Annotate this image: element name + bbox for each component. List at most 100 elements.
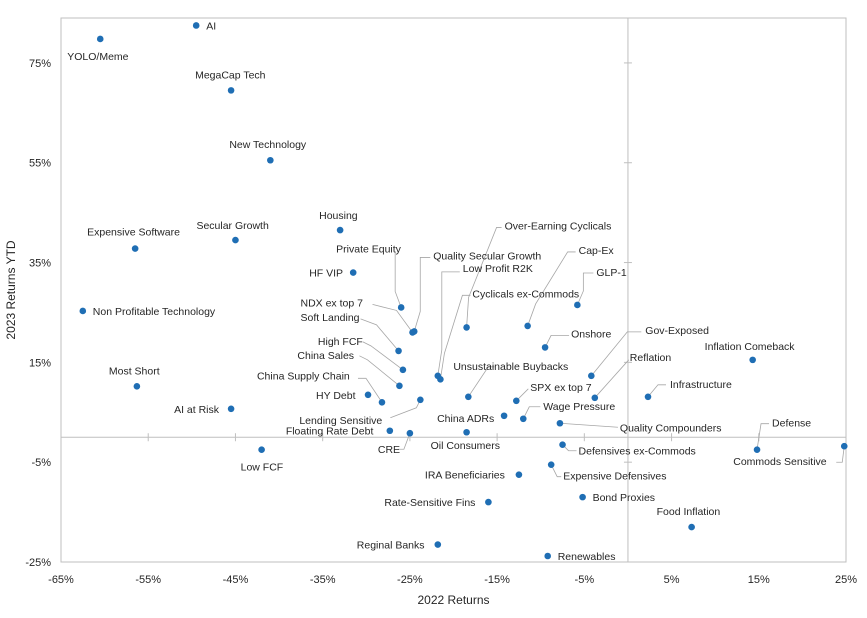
point-label-high-fcf: High FCF: [318, 336, 363, 348]
leader-line-ndx-ex-top-7: [372, 304, 413, 333]
point-label-glp-1: GLP-1: [596, 267, 627, 279]
data-point-expensive-defensives[interactable]: [547, 461, 555, 468]
data-point-renewables[interactable]: [544, 552, 551, 560]
data-point-food-inflation[interactable]: [688, 523, 695, 531]
data-point-lending-sensitive[interactable]: [417, 396, 424, 404]
labels-layer: AI YOLO/Meme MegaCap Tech New Technology Hou…: [67, 20, 827, 563]
data-point-commods-sensitive[interactable]: [840, 442, 848, 450]
leader-line-infrastructure: [647, 384, 667, 398]
data-point-reginal-banks[interactable]: [434, 541, 442, 548]
data-point-rate-sensitive-fins[interactable]: [485, 498, 492, 506]
data-point-private-equity[interactable]: [397, 304, 405, 311]
x-tick-label: 5%: [664, 574, 680, 586]
point-label-infrastructure: Infrastructure: [670, 379, 732, 391]
leader-line-quality-secular-growth: [413, 257, 431, 332]
point-label-reginal-banks: Reginal Banks: [357, 540, 425, 552]
data-point-high-fcf[interactable]: [399, 366, 407, 374]
point-label-commods-sensitive: Commods Sensitive: [733, 456, 827, 468]
leader-line-onshore: [544, 334, 570, 348]
leader-line-wage-pressure: [522, 406, 541, 419]
point-label-defensives-ex-commods: Defensives ex-Commods: [579, 446, 696, 458]
data-point-ira-beneficiaries[interactable]: [515, 471, 523, 478]
y-tick-label: 35%: [29, 258, 51, 270]
data-point-unsustainable-buybacks[interactable]: [465, 393, 472, 401]
data-point-china-sales[interactable]: [396, 382, 403, 390]
plot-frame: [60, 17, 847, 563]
leader-line-private-equity: [394, 251, 402, 308]
point-label-housing: Housing: [319, 210, 358, 222]
leader-line-glp-1: [576, 272, 594, 306]
data-point-over-earning-cyclicals[interactable]: [463, 324, 470, 331]
data-point-reflation[interactable]: [591, 394, 599, 402]
data-point-megacap-tech[interactable]: [227, 87, 235, 94]
data-point-new-technology[interactable]: [267, 156, 274, 164]
data-point-infrastructure[interactable]: [644, 393, 652, 401]
data-point-low-fcf[interactable]: [258, 446, 265, 454]
point-label-yolo-meme: YOLO/Meme: [67, 51, 128, 63]
data-point-china-adrs[interactable]: [500, 412, 508, 420]
data-point-onshore[interactable]: [541, 344, 549, 351]
point-label-onshore: Onshore: [571, 328, 611, 340]
x-tick-label: -5%: [575, 574, 595, 586]
leader-line-unsustainable-buybacks: [467, 366, 495, 398]
point-label-renewables: Renewables: [558, 551, 616, 563]
data-point-gov-exposed[interactable]: [588, 372, 595, 380]
data-point-glp-1[interactable]: [574, 301, 581, 309]
data-point-cap-ex[interactable]: [524, 322, 531, 330]
data-point-spx-ex-top-7[interactable]: [513, 397, 520, 405]
leader-line-china-sales: [359, 355, 400, 387]
data-point-quality-compounders[interactable]: [556, 419, 564, 427]
point-label-unsustainable-buybacks: Unsustainable Buybacks: [453, 361, 568, 373]
data-point-most-short[interactable]: [133, 383, 141, 390]
data-point-yolo-meme[interactable]: [96, 35, 104, 43]
data-point-non-profitable-technology[interactable]: [79, 307, 87, 315]
data-point-hy-debt[interactable]: [364, 391, 372, 399]
data-point-secular-growth[interactable]: [232, 236, 239, 244]
leader-line-low-profit-r2k: [437, 271, 460, 376]
data-point-bond-proxies[interactable]: [579, 493, 586, 501]
leader-line-gov-exposed: [591, 331, 642, 377]
x-tick-label: -25%: [397, 574, 423, 586]
data-point-ai-at-risk[interactable]: [227, 405, 235, 413]
data-point-oil-consumers[interactable]: [463, 428, 470, 436]
point-label-most-short: Most Short: [109, 365, 160, 377]
data-point-defensives-ex-commods[interactable]: [559, 441, 566, 449]
point-label-ndx-ex-top-7: NDX ex top 7: [301, 297, 364, 309]
point-label-over-earning-cyclicals: Over-Earning Cyclicals: [505, 220, 612, 232]
data-point-housing[interactable]: [336, 226, 344, 234]
axes-layer: [61, 18, 846, 562]
data-point-hf-vip[interactable]: [349, 269, 357, 276]
leader-line-cap-ex: [527, 251, 576, 327]
data-point-soft-landing[interactable]: [395, 347, 402, 355]
leader-line-lending-sensitive: [390, 399, 421, 419]
point-label-ai: AI: [206, 20, 216, 32]
point-label-gov-exposed: Gov-Exposed: [645, 325, 709, 337]
data-point-wage-pressure[interactable]: [519, 415, 527, 423]
data-point-expensive-software[interactable]: [131, 245, 139, 252]
point-label-quality-compounders: Quality Compounders: [620, 422, 722, 434]
data-point-cyclicals-ex-commods[interactable]: [437, 376, 444, 383]
y-tick-label: 75%: [29, 58, 51, 70]
data-point-cre[interactable]: [406, 429, 414, 437]
data-point-ai[interactable]: [192, 22, 200, 29]
data-point-inflation-comeback[interactable]: [749, 356, 756, 364]
point-label-inflation-comeback: Inflation Comeback: [705, 341, 796, 353]
ticks-layer: -65% -55% -45% -35% -25% -15% -5% 5% 15% 25% 75% 55…: [25, 58, 857, 586]
data-point-china-supply-chain[interactable]: [378, 398, 386, 406]
leader-line-quality-compounders: [559, 422, 618, 428]
x-tick-label: 15%: [748, 574, 770, 586]
data-point-ndx-ex-top-7[interactable]: [409, 329, 416, 336]
point-label-spx-ex-top-7: SPX ex top 7: [530, 382, 591, 394]
points-layer: [79, 22, 848, 560]
point-label-reflation: Reflation: [630, 352, 672, 364]
point-label-oil-consumers: Oil Consumers: [431, 440, 500, 452]
point-label-low-profit-r2k: Low Profit R2K: [463, 263, 533, 275]
data-point-floating-rate-debt[interactable]: [386, 427, 394, 435]
y-tick-label: -5%: [31, 457, 51, 469]
y-axis-title: 2023 Returns YTD: [4, 240, 18, 339]
point-label-hf-vip: HF VIP: [309, 268, 343, 280]
data-point-defense[interactable]: [753, 446, 761, 454]
x-axis-title: 2022 Returns: [417, 593, 489, 607]
point-label-new-technology: New Technology: [229, 139, 307, 151]
